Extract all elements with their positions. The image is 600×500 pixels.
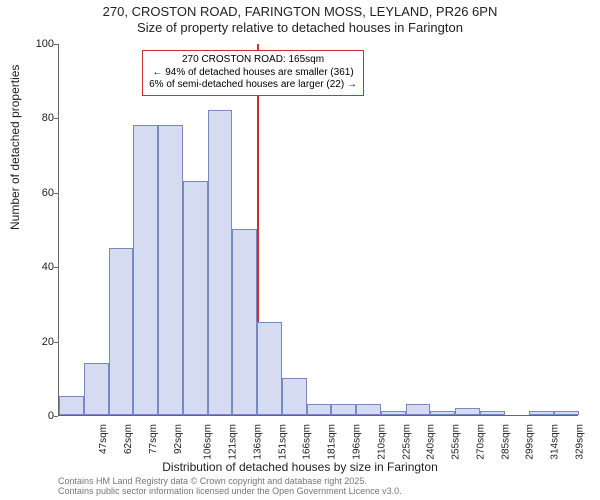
histogram-bar: [257, 322, 282, 415]
histogram-bar: [158, 125, 183, 415]
annotation-line3: 6% of semi-detached houses are larger (2…: [149, 79, 357, 92]
x-tick-label: 106sqm: [203, 424, 214, 460]
y-tick-label: 20: [30, 336, 54, 348]
y-tick-label: 40: [30, 261, 54, 273]
annotation-line2: ← 94% of detached houses are smaller (36…: [149, 67, 357, 80]
y-tick-mark: [54, 118, 58, 119]
x-tick-label: 136sqm: [253, 424, 264, 460]
annotation-line1: 270 CROSTON ROAD: 165sqm: [149, 54, 357, 67]
chart-title-line2: Size of property relative to detached ho…: [0, 20, 600, 36]
y-tick-mark: [54, 342, 58, 343]
x-tick-label: 240sqm: [426, 424, 437, 460]
histogram-bar: [406, 404, 431, 415]
x-tick-label: 285sqm: [500, 424, 511, 460]
y-tick-label: 80: [30, 112, 54, 124]
footnote: Contains HM Land Registry data © Crown c…: [58, 476, 402, 497]
x-tick-label: 225sqm: [401, 424, 412, 460]
x-axis-label: Distribution of detached houses by size …: [0, 460, 600, 474]
chart-title-block: 270, CROSTON ROAD, FARINGTON MOSS, LEYLA…: [0, 4, 600, 37]
x-tick-label: 255sqm: [451, 424, 462, 460]
x-tick-label: 270sqm: [475, 424, 486, 460]
histogram-bar: [208, 110, 233, 415]
x-tick-label: 166sqm: [302, 424, 313, 460]
x-tick-label: 92sqm: [173, 424, 184, 454]
histogram-bar: [183, 181, 208, 415]
y-axis-label: Number of detached properties: [8, 65, 22, 230]
y-tick-mark: [54, 416, 58, 417]
x-tick-label: 314sqm: [550, 424, 561, 460]
y-tick-label: 0: [30, 410, 54, 422]
x-tick-label: 196sqm: [352, 424, 363, 460]
histogram-bar: [307, 404, 332, 415]
histogram-bar: [133, 125, 158, 415]
x-tick-label: 47sqm: [98, 424, 109, 454]
annotation-box: 270 CROSTON ROAD: 165sqm ← 94% of detach…: [142, 50, 364, 96]
histogram-bar: [381, 411, 406, 415]
x-tick-label: 121sqm: [228, 424, 239, 460]
histogram-bar: [430, 411, 455, 415]
x-tick-label: 210sqm: [376, 424, 387, 460]
x-tick-label: 181sqm: [327, 424, 338, 460]
footnote-line2: Contains public sector information licen…: [58, 486, 402, 496]
histogram-bar: [109, 248, 134, 415]
y-tick-label: 60: [30, 187, 54, 199]
y-tick-label: 100: [30, 38, 54, 50]
histogram-bar: [455, 408, 480, 415]
histogram-bar: [356, 404, 381, 415]
footnote-line1: Contains HM Land Registry data © Crown c…: [58, 476, 402, 486]
histogram-bar: [480, 411, 505, 415]
x-tick-label: 299sqm: [525, 424, 536, 460]
plot-area: 270 CROSTON ROAD: 165sqm ← 94% of detach…: [58, 44, 578, 416]
histogram-bar: [282, 378, 307, 415]
chart-title-line1: 270, CROSTON ROAD, FARINGTON MOSS, LEYLA…: [0, 4, 600, 20]
x-tick-label: 151sqm: [277, 424, 288, 460]
y-tick-mark: [54, 193, 58, 194]
histogram-chart: 270, CROSTON ROAD, FARINGTON MOSS, LEYLA…: [0, 0, 600, 500]
histogram-bar: [59, 396, 84, 415]
y-tick-mark: [54, 44, 58, 45]
histogram-bar: [84, 363, 109, 415]
histogram-bar: [232, 229, 257, 415]
x-tick-label: 77sqm: [148, 424, 159, 454]
histogram-bar: [529, 411, 554, 415]
y-tick-mark: [54, 267, 58, 268]
histogram-bar: [331, 404, 356, 415]
histogram-bar: [554, 411, 579, 415]
x-tick-label: 329sqm: [574, 424, 585, 460]
x-tick-label: 62sqm: [123, 424, 134, 454]
